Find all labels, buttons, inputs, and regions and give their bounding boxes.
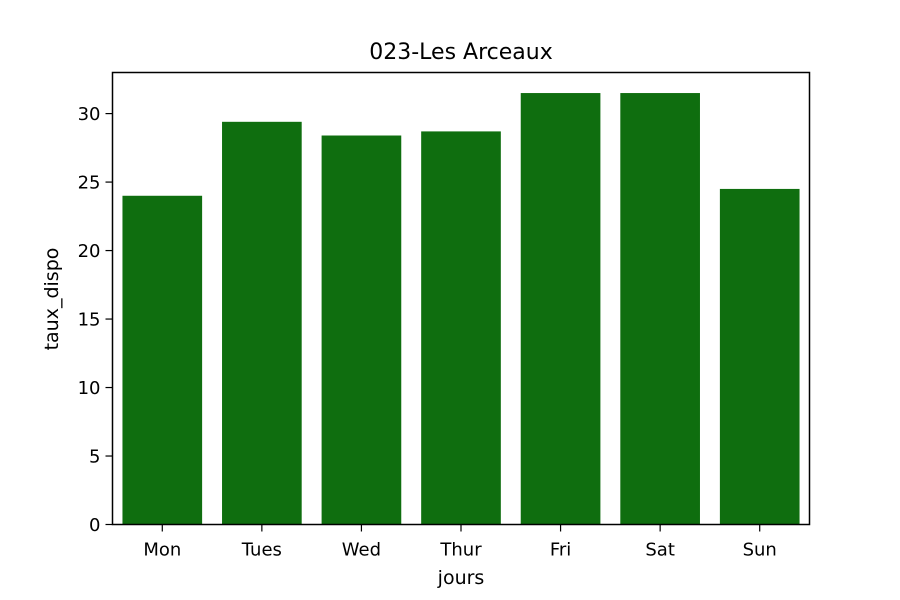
y-tick-label: 5	[89, 447, 100, 468]
x-tick-label-sun: Sun	[743, 540, 777, 561]
x-tick-label-sat: Sat	[645, 540, 675, 561]
y-tick-label: 20	[78, 241, 101, 262]
y-tick-label: 25	[78, 173, 101, 194]
bar-sun	[719, 188, 800, 525]
bars-group	[122, 93, 800, 525]
y-tick-label: 10	[78, 378, 101, 399]
chart-title: 023-Les Arceaux	[369, 40, 552, 65]
x-tick-label-fri: Fri	[550, 540, 571, 561]
x-axis-ticks: Mon Tues Wed Thur Fri Sat Sun	[143, 524, 777, 561]
bar-mon	[122, 195, 203, 525]
bar-thur	[421, 131, 501, 525]
x-tick-label-wed: Wed	[342, 540, 381, 561]
y-tick-label: 0	[89, 515, 100, 536]
x-tick-label-tues: Tues	[241, 540, 282, 561]
bar-sat	[620, 93, 700, 525]
plot-area-frame	[111, 71, 811, 526]
x-tick-label-mon: Mon	[143, 540, 181, 561]
y-tick-label: 15	[78, 310, 101, 331]
bar-wed	[321, 135, 402, 525]
x-tick-label-thur: Thur	[439, 540, 482, 561]
y-tick-label: 30	[78, 104, 101, 125]
y-axis-label: taux_dispo	[41, 248, 63, 351]
x-axis-label: jours	[437, 567, 485, 589]
bar-tues	[222, 121, 302, 525]
y-axis-ticks: 0 5 10 15 20 25 30	[78, 104, 113, 536]
bar-fri	[520, 93, 601, 525]
